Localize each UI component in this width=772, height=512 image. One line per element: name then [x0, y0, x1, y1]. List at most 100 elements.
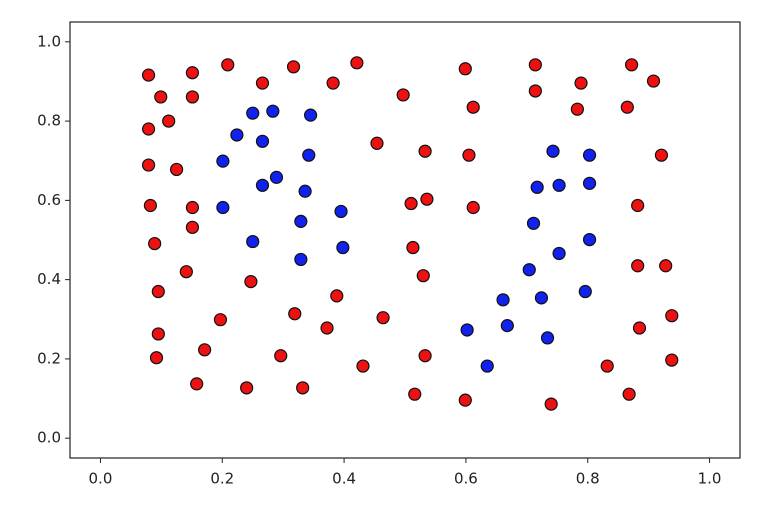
scatter-point — [659, 259, 673, 273]
scatter-point — [418, 349, 432, 363]
scatter-point — [141, 68, 156, 82]
scatter-point — [240, 381, 254, 395]
scatter-point — [578, 284, 592, 299]
scatter-point — [530, 180, 544, 194]
scatter-point — [286, 60, 301, 74]
scatter-point — [162, 114, 176, 128]
x-tick-label: 0.0 — [89, 470, 113, 488]
scatter-point — [320, 321, 334, 335]
scatter-point — [500, 319, 514, 333]
scatter-point — [480, 359, 494, 373]
scatter-point — [665, 309, 679, 323]
scatter-point — [185, 66, 200, 80]
scatter-point — [546, 144, 560, 158]
scatter-point — [458, 62, 472, 76]
scatter-point — [302, 148, 316, 162]
scatter-point — [356, 359, 370, 373]
scatter-point — [303, 108, 318, 122]
scatter-point — [418, 144, 432, 158]
scatter-point — [631, 198, 645, 213]
scatter-point — [620, 100, 634, 114]
scatter-point — [216, 154, 230, 168]
scatter-point — [534, 291, 549, 305]
scatter-point — [151, 284, 165, 299]
scatter-point — [420, 192, 434, 206]
scatter-point — [552, 178, 566, 192]
scatter-point — [370, 136, 384, 150]
scatter-point — [466, 100, 480, 114]
scatter-point — [296, 381, 310, 395]
scatter-point — [230, 128, 244, 142]
scatter-point — [600, 359, 614, 373]
scatter-point — [654, 148, 669, 162]
axes-frame — [69, 21, 741, 459]
scatter-point — [266, 104, 280, 118]
scatter-point — [143, 198, 157, 213]
scatter-point — [190, 377, 204, 391]
scatter-point — [336, 240, 350, 255]
scatter-point — [274, 349, 288, 363]
y-tick-label: 0.6 — [37, 191, 61, 209]
scatter-point — [582, 148, 597, 162]
scatter-point — [255, 134, 270, 148]
scatter-point — [169, 162, 184, 177]
scatter-point — [632, 321, 647, 335]
scatter-point — [376, 311, 390, 325]
scatter-point — [141, 122, 156, 136]
scatter-point — [404, 196, 418, 211]
y-tick-label: 0.4 — [37, 270, 61, 288]
scatter-point — [334, 204, 348, 219]
scatter-point — [141, 158, 156, 172]
scatter-point — [552, 246, 566, 261]
scatter-point — [350, 56, 364, 70]
scatter-point — [221, 58, 235, 72]
scatter-point — [646, 74, 661, 88]
scatter-point — [582, 176, 597, 190]
scatter-point — [526, 216, 541, 230]
scatter-point — [528, 84, 542, 98]
scatter-point — [416, 269, 430, 283]
scatter-point — [631, 259, 645, 273]
y-tick-label: 0.8 — [37, 112, 61, 130]
scatter-point — [326, 76, 340, 90]
scatter-point — [396, 88, 410, 102]
scatter-point — [288, 307, 302, 321]
scatter-point — [330, 289, 344, 303]
y-tick-label: 0.0 — [37, 429, 61, 447]
scatter-point — [570, 102, 584, 116]
scatter-point — [149, 351, 164, 365]
scatter-point — [622, 387, 636, 401]
scatter-point — [458, 393, 472, 407]
scatter-point — [246, 106, 260, 120]
scatter-point — [294, 252, 308, 267]
scatter-point — [244, 275, 258, 289]
scatter-point — [154, 90, 168, 104]
scatter-point — [466, 200, 480, 215]
scatter-point — [216, 200, 230, 215]
scatter-point — [522, 263, 536, 277]
scatter-point — [496, 293, 510, 307]
scatter-point — [179, 265, 193, 279]
scatter-point — [574, 76, 588, 90]
scatter-point — [151, 327, 165, 341]
scatter-point — [213, 313, 228, 327]
x-tick-label: 0.4 — [332, 470, 356, 488]
x-tick-label: 0.6 — [454, 470, 478, 488]
scatter-point — [408, 387, 422, 401]
scatter-point — [544, 397, 558, 411]
x-tick-label: 0.8 — [576, 470, 600, 488]
scatter-point — [246, 234, 260, 249]
scatter-point — [185, 90, 200, 104]
scatter-point — [294, 214, 308, 228]
scatter-point — [185, 220, 200, 234]
scatter-point — [540, 331, 555, 345]
scatter-point — [269, 170, 284, 184]
y-tick-label: 1.0 — [37, 32, 61, 50]
scatter-point — [624, 58, 639, 72]
scatter-point — [462, 148, 476, 162]
scatter-point — [185, 200, 200, 215]
scatter-point — [255, 76, 270, 90]
scatter-point — [406, 240, 420, 255]
scatter-point — [198, 343, 212, 357]
